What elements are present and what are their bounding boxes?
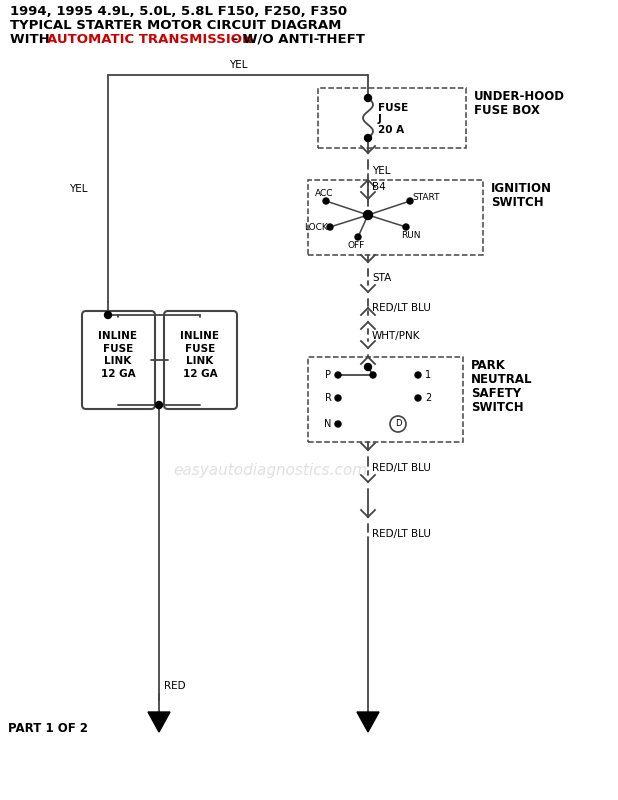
Text: P: P: [325, 370, 331, 380]
Text: SWITCH: SWITCH: [491, 196, 544, 209]
Text: RED/LT BLU: RED/LT BLU: [372, 529, 431, 539]
Circle shape: [335, 372, 341, 378]
Circle shape: [415, 395, 421, 401]
Text: 20 A: 20 A: [378, 125, 404, 135]
Text: A: A: [154, 715, 164, 729]
Circle shape: [335, 395, 341, 401]
Circle shape: [365, 134, 371, 142]
Text: YEL: YEL: [229, 60, 247, 70]
Circle shape: [156, 402, 163, 409]
Circle shape: [407, 198, 413, 204]
Text: TYPICAL STARTER MOTOR CIRCUIT DIAGRAM: TYPICAL STARTER MOTOR CIRCUIT DIAGRAM: [10, 19, 341, 32]
Text: INLINE
FUSE
LINK
12 GA: INLINE FUSE LINK 12 GA: [98, 331, 137, 378]
Text: FUSE: FUSE: [378, 103, 408, 113]
Circle shape: [415, 372, 421, 378]
Text: START: START: [412, 193, 440, 202]
Text: WITH: WITH: [10, 33, 54, 46]
Bar: [308, 357, 463, 442]
Text: AUTOMATIC TRANSMISSION: AUTOMATIC TRANSMISSION: [47, 33, 253, 46]
Text: WHT/PNK: WHT/PNK: [372, 331, 420, 341]
Text: IGNITION: IGNITION: [491, 182, 552, 195]
Circle shape: [323, 198, 329, 204]
Circle shape: [365, 363, 371, 370]
Text: YEL: YEL: [69, 184, 87, 194]
Text: RED: RED: [164, 681, 185, 691]
Circle shape: [403, 224, 409, 230]
Text: D: D: [395, 419, 401, 429]
Text: STA: STA: [372, 273, 391, 283]
Text: B4: B4: [372, 182, 386, 192]
Polygon shape: [357, 712, 379, 732]
Text: R: R: [324, 393, 331, 403]
Circle shape: [327, 224, 333, 230]
Text: PART 1 OF 2: PART 1 OF 2: [8, 722, 88, 734]
Text: B: B: [363, 715, 373, 729]
Bar: [308, 180, 483, 255]
Bar: [318, 88, 466, 148]
Text: 2: 2: [425, 393, 431, 403]
Text: N: N: [324, 419, 332, 429]
Text: SAFETY: SAFETY: [471, 387, 521, 400]
Text: SWITCH: SWITCH: [471, 401, 523, 414]
Text: INLINE
FUSE
LINK
12 GA: INLINE FUSE LINK 12 GA: [180, 331, 219, 378]
Text: 1: 1: [425, 370, 431, 380]
Circle shape: [363, 210, 373, 219]
Text: UNDER-HOOD: UNDER-HOOD: [474, 90, 565, 103]
Circle shape: [335, 421, 341, 427]
Polygon shape: [148, 712, 170, 732]
Text: LOCK: LOCK: [304, 222, 328, 231]
Text: OFF: OFF: [347, 242, 365, 250]
Text: YEL: YEL: [372, 166, 391, 176]
Text: RED/LT BLU: RED/LT BLU: [372, 303, 431, 313]
Text: - W/O ANTI-THEFT: - W/O ANTI-THEFT: [228, 33, 365, 46]
Text: 1994, 1995 4.9L, 5.0L, 5.8L F150, F250, F350: 1994, 1995 4.9L, 5.0L, 5.8L F150, F250, …: [10, 5, 347, 18]
Text: J: J: [378, 114, 382, 124]
Text: RED/LT BLU: RED/LT BLU: [372, 463, 431, 473]
Text: NEUTRAL: NEUTRAL: [471, 373, 533, 386]
Circle shape: [104, 311, 111, 318]
Text: PARK: PARK: [471, 359, 506, 372]
Text: RUN: RUN: [401, 231, 421, 241]
Circle shape: [370, 372, 376, 378]
Text: easyautodiagnostics.com: easyautodiagnostics.com: [173, 462, 367, 478]
Text: ACC: ACC: [315, 189, 333, 198]
Circle shape: [355, 234, 361, 240]
Circle shape: [365, 94, 371, 102]
Text: FUSE BOX: FUSE BOX: [474, 104, 540, 117]
